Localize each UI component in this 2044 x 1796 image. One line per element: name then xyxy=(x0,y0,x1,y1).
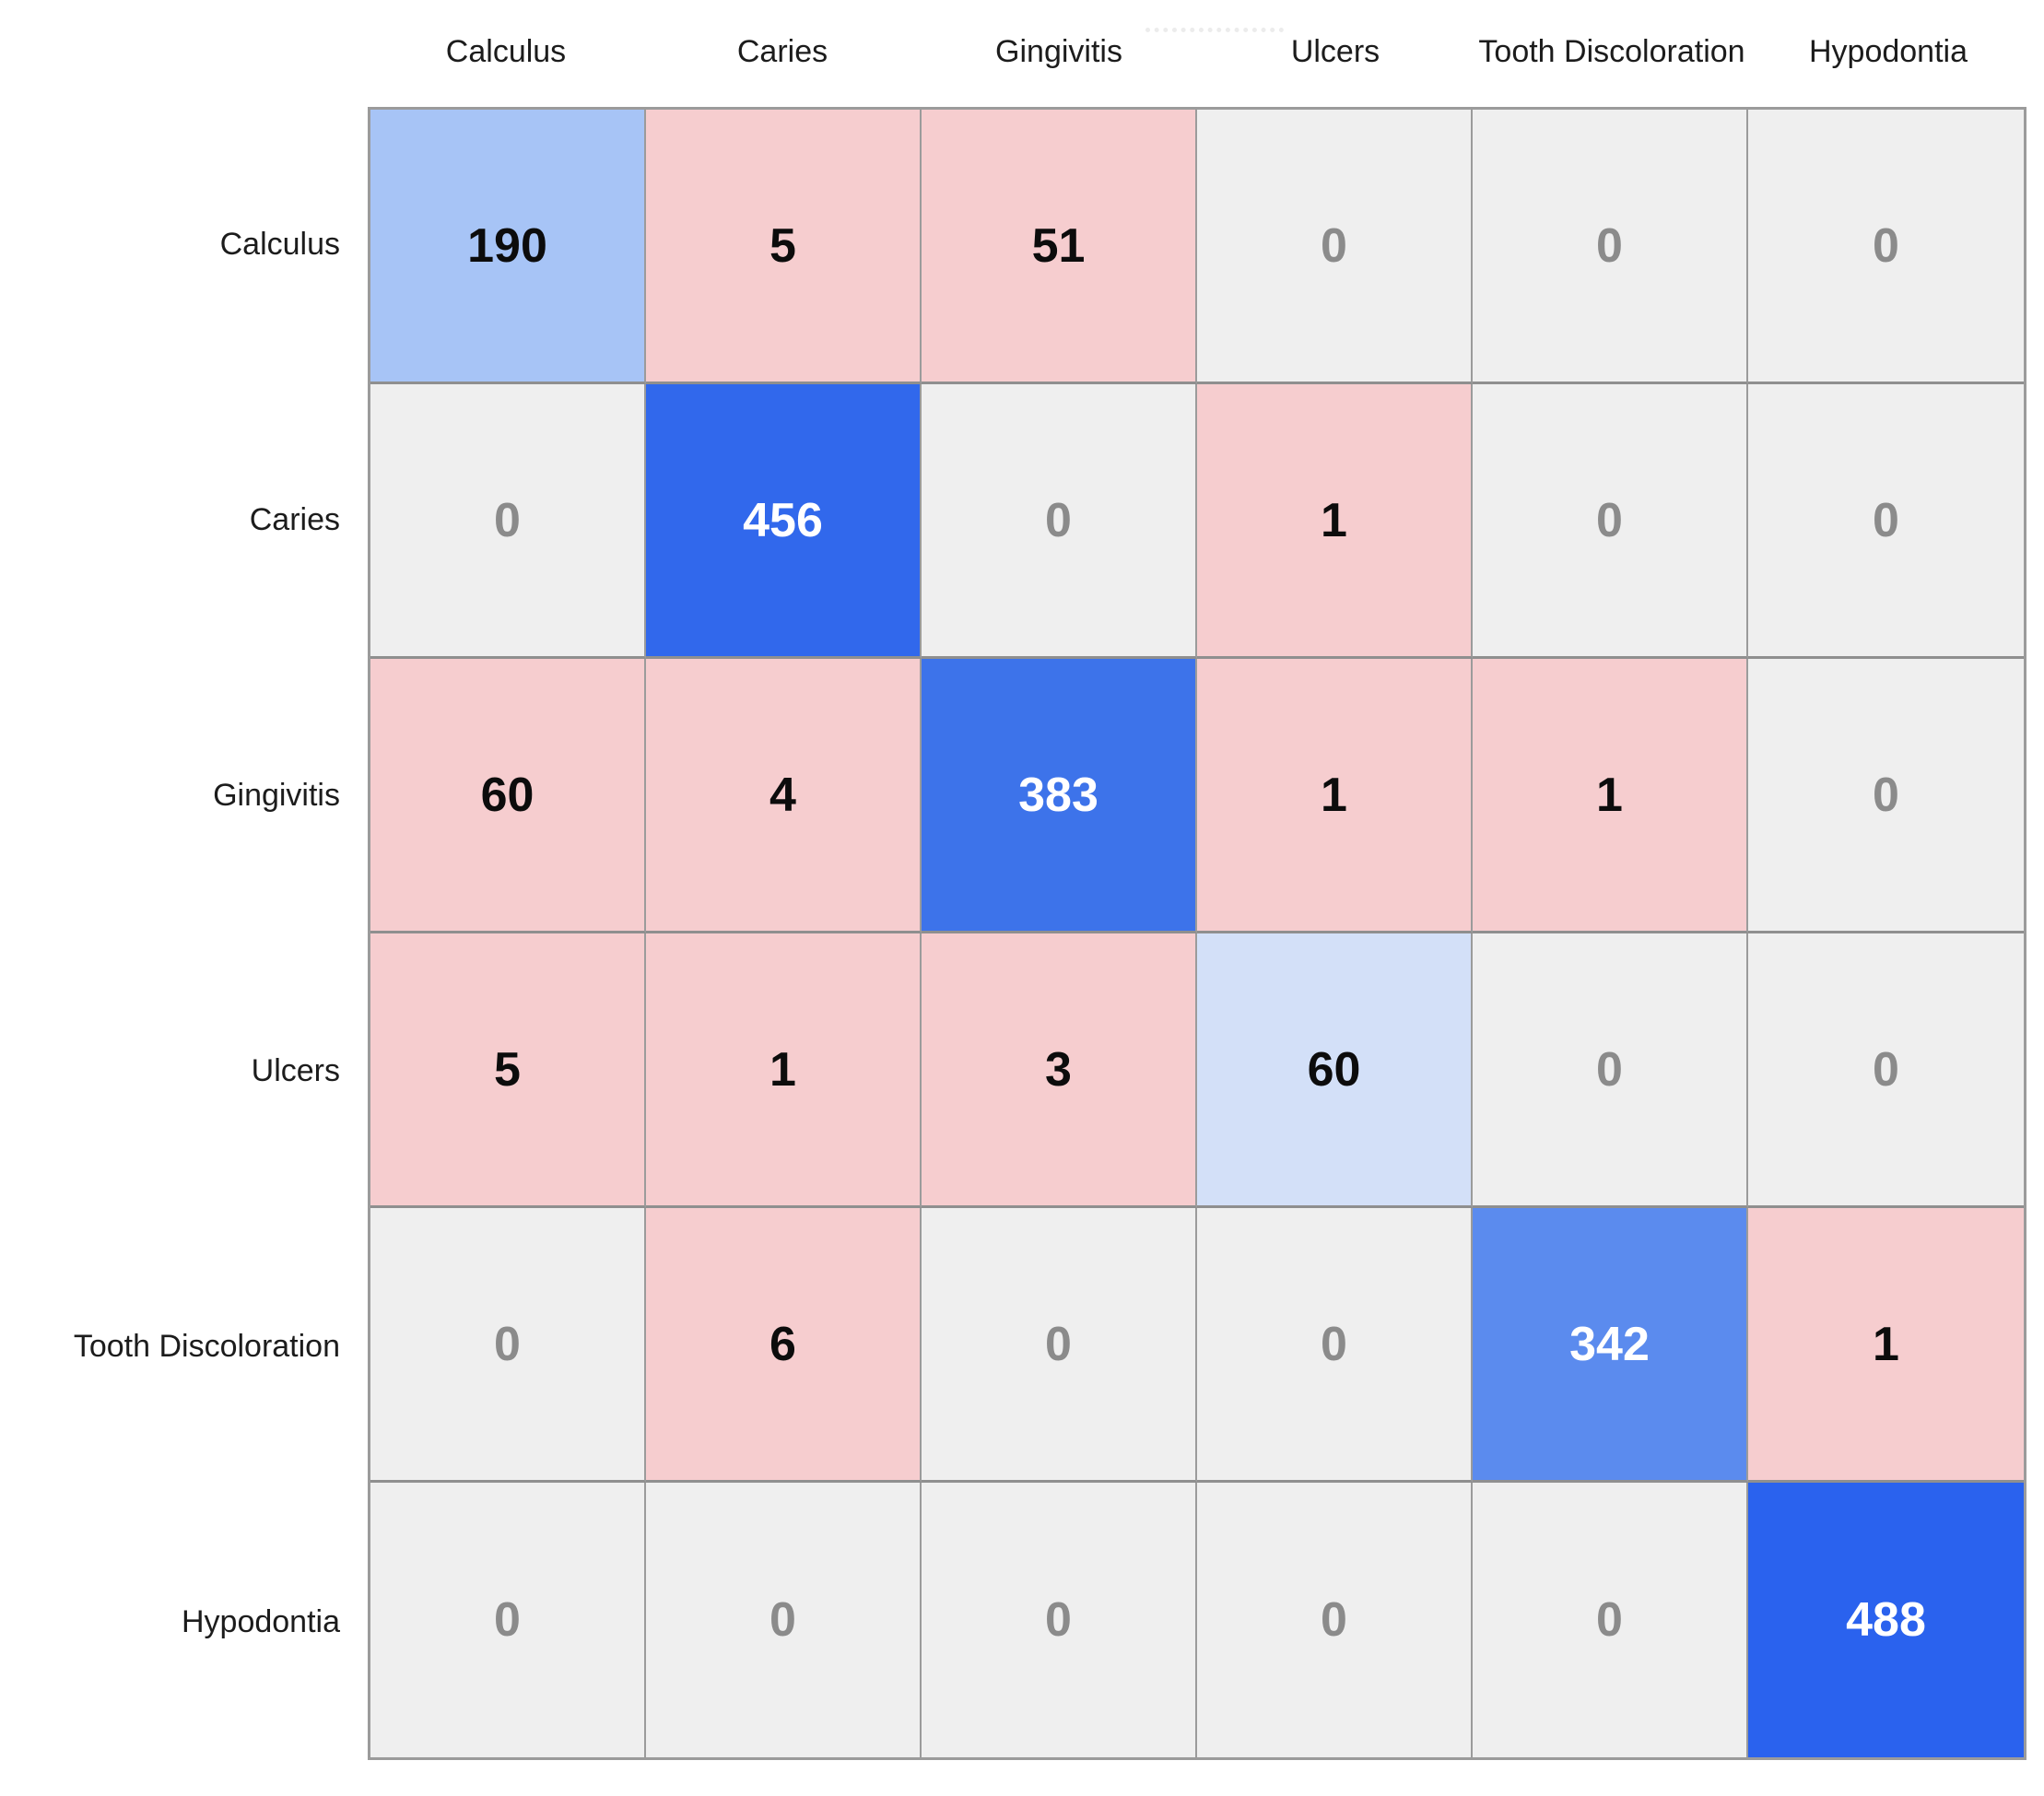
matrix-cell-hypodontia-tooth-discoloration: 0 xyxy=(1473,1483,1748,1757)
matrix-cell-ulcers-calculus: 5 xyxy=(370,933,646,1208)
column-header-calculus: Calculus xyxy=(445,33,567,69)
matrix-cell-tooth-discoloration-caries: 6 xyxy=(646,1208,922,1483)
row-label-hypodontia: Hypodontia xyxy=(181,1604,340,1639)
row-label-tooth-discoloration: Tooth Discoloration xyxy=(73,1329,340,1364)
matrix-cell-caries-hypodontia: 0 xyxy=(1748,384,2024,659)
matrix-cell-hypodontia-calculus: 0 xyxy=(370,1483,646,1757)
matrix-cell-tooth-discoloration-gingivitis: 0 xyxy=(922,1208,1197,1483)
matrix-cell-caries-gingivitis: 0 xyxy=(922,384,1197,659)
matrix-cell-gingivitis-caries: 4 xyxy=(646,659,922,933)
column-header-tooth-discoloration: Tooth Discoloration xyxy=(1478,33,1745,69)
column-header-hypodontia: Hypodontia xyxy=(1808,33,1968,69)
confusion-matrix-grid: 190 5 51 0 0 0 0 456 0 1 0 0 60 4 383 1 1 0 5 1 3 60 0 0 0 6 0 0 342… xyxy=(368,107,2026,1760)
matrix-cell-gingivitis-gingivitis: 383 xyxy=(922,659,1197,933)
row-labels: Calculus Caries Gingivitis Ulcers Tooth Disc… xyxy=(0,107,355,1760)
column-header-caries: Caries xyxy=(736,33,828,69)
matrix-cell-tooth-discoloration-hypodontia: 1 xyxy=(1748,1208,2024,1483)
matrix-cell-tooth-discoloration-calculus: 0 xyxy=(370,1208,646,1483)
matrix-cell-tooth-discoloration-ulcers: 0 xyxy=(1197,1208,1473,1483)
column-header-gingivitis: Gingivitis xyxy=(995,33,1122,69)
matrix-cell-caries-caries: 456 xyxy=(646,384,922,659)
column-headers: Calculus Caries Gingivitis Ulcers Tooth Disc… xyxy=(368,0,2026,103)
cropped-text-artifact xyxy=(1145,28,1284,32)
matrix-cell-ulcers-hypodontia: 0 xyxy=(1748,933,2024,1208)
matrix-cell-hypodontia-gingivitis: 0 xyxy=(922,1483,1197,1757)
column-header-ulcers: Ulcers xyxy=(1290,33,1380,69)
matrix-cell-ulcers-gingivitis: 3 xyxy=(922,933,1197,1208)
matrix-cell-hypodontia-ulcers: 0 xyxy=(1197,1483,1473,1757)
matrix-cell-gingivitis-hypodontia: 0 xyxy=(1748,659,2024,933)
row-label-calculus: Calculus xyxy=(219,227,340,262)
matrix-cell-ulcers-tooth-discoloration: 0 xyxy=(1473,933,1748,1208)
matrix-cell-hypodontia-caries: 0 xyxy=(646,1483,922,1757)
matrix-cell-gingivitis-calculus: 60 xyxy=(370,659,646,933)
matrix-cell-calculus-gingivitis: 51 xyxy=(922,110,1197,384)
matrix-cell-caries-tooth-discoloration: 0 xyxy=(1473,384,1748,659)
row-label-caries: Caries xyxy=(249,502,340,537)
matrix-cell-calculus-calculus: 190 xyxy=(370,110,646,384)
matrix-cell-ulcers-caries: 1 xyxy=(646,933,922,1208)
row-label-gingivitis: Gingivitis xyxy=(213,778,340,813)
matrix-cell-ulcers-ulcers: 60 xyxy=(1197,933,1473,1208)
matrix-cell-caries-calculus: 0 xyxy=(370,384,646,659)
matrix-cell-calculus-hypodontia: 0 xyxy=(1748,110,2024,384)
row-label-ulcers: Ulcers xyxy=(251,1053,340,1088)
matrix-cell-calculus-tooth-discoloration: 0 xyxy=(1473,110,1748,384)
matrix-cell-calculus-caries: 5 xyxy=(646,110,922,384)
matrix-cell-caries-ulcers: 1 xyxy=(1197,384,1473,659)
matrix-cell-tooth-discoloration-tooth-discoloration: 342 xyxy=(1473,1208,1748,1483)
matrix-cell-gingivitis-ulcers: 1 xyxy=(1197,659,1473,933)
matrix-cell-gingivitis-tooth-discoloration: 1 xyxy=(1473,659,1748,933)
matrix-cell-hypodontia-hypodontia: 488 xyxy=(1748,1483,2024,1757)
matrix-cell-calculus-ulcers: 0 xyxy=(1197,110,1473,384)
